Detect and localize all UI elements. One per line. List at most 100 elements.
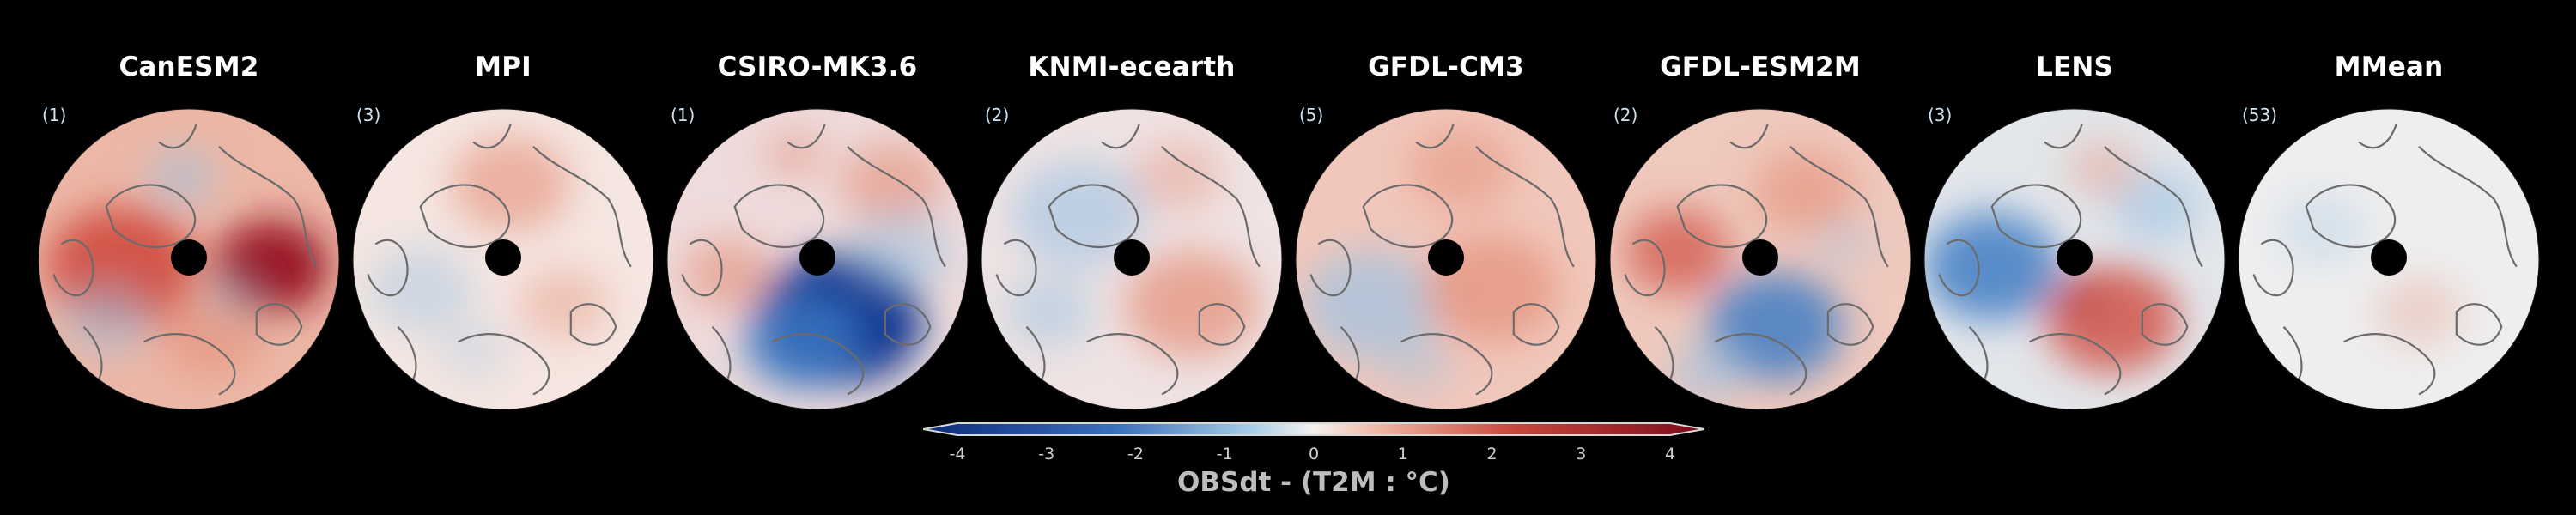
anomaly-patch [1124, 250, 1260, 359]
colorbar-tick-label: -3 [1038, 445, 1055, 464]
coastline [2044, 124, 2083, 149]
map-panel: CSIRO-MK3.6 (1) [660, 0, 975, 412]
coastline [397, 326, 417, 380]
anomaly-patch [840, 142, 945, 227]
map-panel: GFDL-ESM2M (2) [1603, 0, 1917, 412]
coastline [2282, 326, 2303, 380]
pole-hole [2057, 239, 2093, 276]
panel-count: (5) [1299, 105, 1324, 125]
anomaly-patch [1924, 212, 2060, 321]
panel-title: MMean [2334, 52, 2444, 82]
coastline [1676, 184, 1768, 248]
panel-count: (2) [985, 105, 1010, 125]
coastline [105, 184, 197, 248]
pole-hole [485, 239, 521, 276]
coastline [1198, 303, 1246, 346]
map-panel: CanESM2 (1) [32, 0, 346, 412]
anomaly-patch [1670, 342, 1746, 403]
coastline [1990, 184, 2082, 248]
polar-map [1609, 108, 1911, 410]
pole-hole [1114, 239, 1150, 276]
coastline [1715, 333, 1807, 396]
colorbar-label: OBSdt - (T2M : °C) [1177, 467, 1450, 498]
pole-hole [171, 239, 207, 276]
coastline [2252, 239, 2294, 297]
coastline [733, 184, 825, 248]
anomaly-patch [368, 247, 473, 331]
panel-title: CanESM2 [118, 52, 259, 82]
coastline [2141, 303, 2189, 346]
map-outline [38, 108, 340, 410]
panel-title: MPI [475, 52, 532, 82]
coastline [995, 239, 1037, 297]
anomaly-patch [2373, 276, 2464, 348]
anomaly-patch [848, 209, 953, 294]
coastline [1415, 124, 1455, 149]
map-panel: GFDL-CM3 (5) [1289, 0, 1603, 412]
coastline [52, 239, 94, 297]
colorbar-tick-label: 0 [1308, 445, 1320, 464]
pole-hole [799, 239, 835, 276]
coastline [2343, 333, 2436, 396]
coastline [1729, 124, 1769, 149]
coastline [847, 146, 946, 268]
anomaly-patch [1813, 220, 1874, 269]
coastline [458, 333, 550, 396]
colorbar-tick-label: -2 [1127, 445, 1144, 464]
pole-hole [2371, 239, 2407, 276]
map-outline [1295, 108, 1597, 410]
coastline [1400, 333, 1493, 396]
coastline [2104, 146, 2203, 268]
map-panel: MMean (53) [2232, 0, 2546, 412]
coastline [1362, 184, 1454, 248]
map-outline [352, 108, 654, 410]
anomaly-patch [1707, 272, 1844, 381]
coastline [2418, 146, 2518, 268]
coastline [1938, 239, 1980, 297]
panel-title: GFDL-CM3 [1368, 52, 1524, 82]
anomaly-patch [1753, 149, 1858, 234]
coastline [1025, 326, 1046, 380]
panel-title: GFDL-ESM2M [1660, 52, 1861, 82]
panel-count: (53) [2242, 105, 2278, 125]
panel-count: (3) [1928, 105, 1953, 125]
coastline [218, 146, 318, 268]
colorbar-tick-label: 2 [1486, 445, 1498, 464]
map-outline [666, 108, 969, 410]
anomaly-patch [2063, 282, 2100, 312]
polar-map [2238, 108, 2540, 410]
map-panel: KNMI-ecearth (2) [975, 0, 1289, 412]
coastline [2305, 184, 2397, 248]
coastline [1340, 326, 1360, 380]
pole-hole [1742, 239, 1778, 276]
anomaly-patch [742, 294, 863, 391]
coastline [2029, 333, 2122, 396]
colorbar-tick-label: 1 [1397, 445, 1408, 464]
coastline [1048, 184, 1139, 248]
map-panel: LENS (3) [1917, 0, 2232, 412]
coastline [1512, 303, 1560, 346]
panel-count: (3) [356, 105, 381, 125]
anomaly-patch [204, 272, 264, 321]
map-outline [1923, 108, 2226, 410]
coastline [255, 303, 303, 346]
polar-map [1295, 108, 1597, 410]
coastline [367, 239, 409, 297]
colorbar-bar [923, 422, 1704, 436]
coastline [711, 326, 732, 380]
anomaly-patch [61, 283, 152, 355]
anomaly-patch [1408, 127, 1514, 211]
polar-map [352, 108, 654, 410]
anomaly-patch [1004, 276, 1095, 348]
coastline [1624, 239, 1666, 297]
coastline [1789, 146, 1889, 268]
anomaly-patch [518, 268, 609, 341]
panel-count: (1) [42, 105, 67, 125]
coastline [158, 124, 197, 149]
polar-map [38, 108, 340, 410]
colorbar-tick-label: -1 [1216, 445, 1233, 464]
anomaly-patch [450, 136, 571, 233]
anomaly-patch [1303, 250, 1439, 359]
coastline [1161, 146, 1261, 268]
anomaly-patch [764, 130, 825, 179]
